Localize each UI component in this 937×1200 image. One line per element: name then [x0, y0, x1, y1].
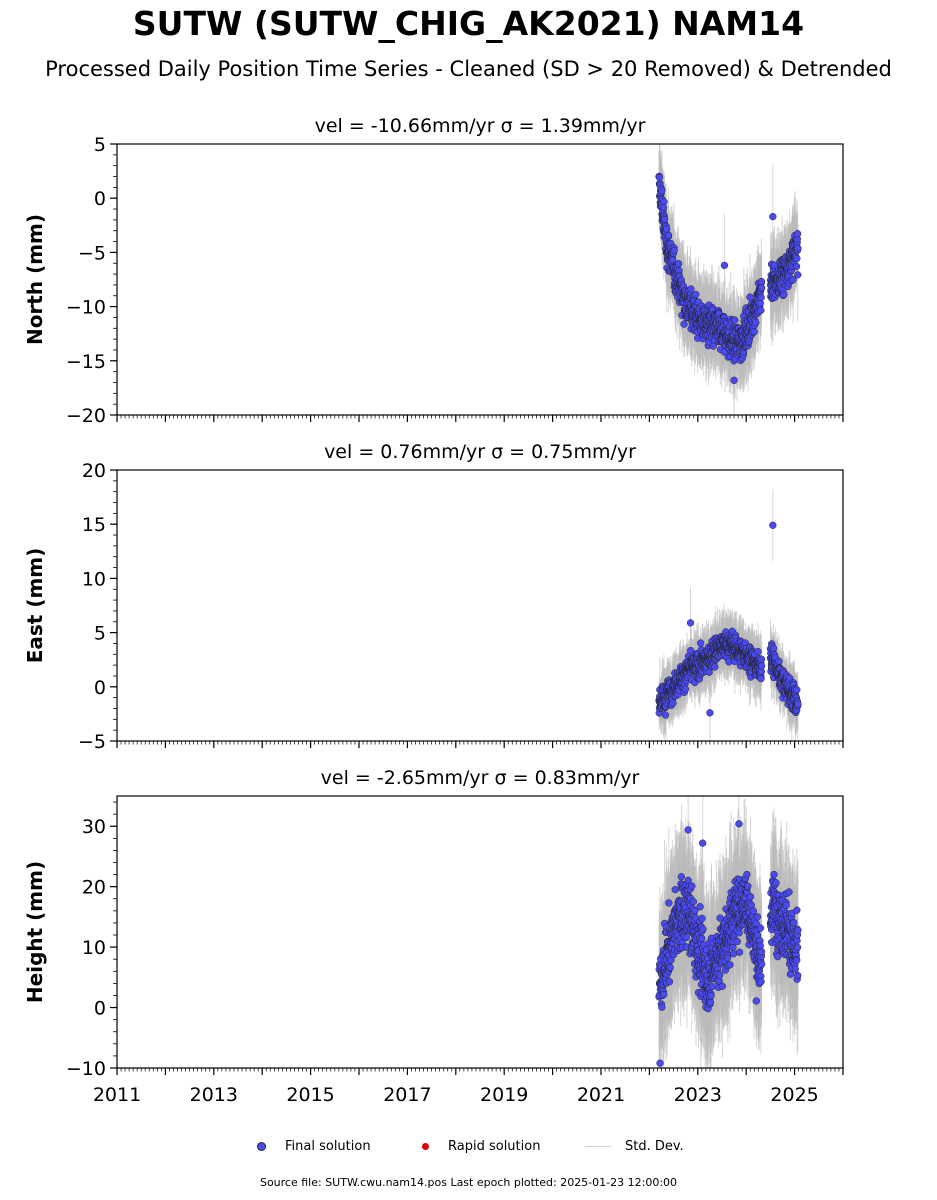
y-tick-label: 0 [94, 998, 106, 1020]
y-tick-label: −10 [66, 1058, 106, 1080]
x-ticks-east [116, 741, 844, 748]
final-solution-point [794, 700, 802, 708]
y-tick-label: 10 [82, 937, 106, 959]
x-tick-label: 2013 [190, 1084, 238, 1106]
y-tick-label: 15 [82, 514, 106, 536]
y-tick-label: 0 [94, 677, 106, 699]
final-solution-point [793, 254, 801, 263]
y-ticks-east: 20 15 10 5 0 −5 [78, 460, 117, 753]
final-solution-point [687, 285, 695, 293]
final-solution-point [757, 306, 765, 315]
final-solution-point [769, 521, 777, 529]
final-solution-point [775, 657, 783, 665]
panel-east: vel = 0.76mm/yr σ = 0.75mm/yr East (mm) 20… [23, 441, 844, 753]
y-tick-label: −5 [78, 242, 106, 264]
ylabel-east: East (mm) [23, 548, 47, 664]
panel-title-east: vel = 0.76mm/yr σ = 0.75mm/yr [324, 441, 636, 463]
final-solution-point [792, 262, 801, 271]
final-solution-point [757, 674, 765, 683]
ylabel-height: Height (mm) [23, 861, 47, 1003]
final-solution-points-north [655, 172, 802, 384]
panel-north: vel = -10.66mm/yr σ = 1.39mm/yr North (mm… [23, 115, 844, 427]
final-solution-point [730, 376, 738, 384]
x-tick-label: 2017 [383, 1084, 431, 1106]
x-tick-label: 2019 [480, 1084, 528, 1106]
plot-frame-north [116, 143, 844, 416]
page-subtitle: Processed Daily Position Time Series - C… [45, 57, 892, 81]
final-solution-point [794, 271, 802, 279]
y-tick-label: 0 [94, 188, 106, 210]
y-ticks-north: 5 0 −5 −10 −15 −20 [66, 134, 117, 427]
y-tick-label: −20 [66, 405, 106, 427]
x-ticks-north [116, 415, 844, 422]
final-solution-point [720, 261, 729, 270]
final-solution-point [660, 198, 668, 206]
final-solution-point [793, 686, 801, 694]
final-solution-point [731, 316, 739, 324]
final-solution-point [794, 244, 802, 253]
ylabel-north: North (mm) [23, 214, 47, 345]
x-tick-label: 2021 [577, 1084, 625, 1106]
final-solution-point [789, 276, 797, 284]
final-solution-point [757, 277, 766, 286]
y-tick-label: 30 [82, 816, 106, 838]
final-solution-point [686, 619, 695, 627]
final-solution-point [681, 685, 690, 693]
final-solution-point [793, 230, 802, 238]
final-solution-point [769, 644, 778, 653]
y-tick-label: 20 [82, 460, 106, 482]
final-solution-point [711, 663, 719, 671]
y-tick-label: 20 [82, 877, 106, 899]
x-ticks-height: 2011 2013 2015 2017 2019 2021 2023 2025 [93, 1068, 844, 1106]
final-solution-point [670, 246, 678, 255]
final-solution-point [674, 260, 683, 268]
final-solution-point [706, 709, 714, 717]
final-solution-point [669, 699, 677, 707]
final-solution-point [661, 711, 670, 719]
final-solution-point [769, 212, 777, 221]
panel-title-height: vel = -2.65mm/yr σ = 0.83mm/yr [321, 767, 640, 789]
page-title: SUTW (SUTW_CHIG_AK2021) NAM14 [132, 4, 805, 43]
y-tick-label: −10 [66, 297, 106, 319]
y-ticks-height: 30 20 10 0 −10 [66, 801, 117, 1080]
final-solution-point [697, 639, 705, 647]
final-solution-point [746, 293, 754, 301]
y-tick-label: 10 [82, 568, 106, 590]
x-tick-label: 2011 [93, 1084, 141, 1106]
final-solution-point [757, 293, 765, 302]
final-solution-point [752, 318, 760, 327]
final-solution-point [757, 284, 766, 292]
final-solution-point [668, 256, 677, 264]
x-tick-label: 2023 [674, 1084, 722, 1106]
std-dev-bars-east [658, 489, 799, 741]
final-solution-point [750, 328, 758, 336]
final-solution-point [662, 225, 671, 233]
x-tick-label: 2025 [770, 1084, 818, 1106]
panel-height: vel = -2.65mm/yr σ = 0.83mm/yr Height (mm… [23, 767, 844, 1106]
final-solution-point [757, 662, 766, 670]
panel-title-north: vel = -10.66mm/yr σ = 1.39mm/yr [315, 115, 646, 137]
final-solution-point [757, 655, 766, 663]
final-solution-point [780, 290, 788, 299]
final-solution-point [754, 647, 762, 656]
y-tick-label: −15 [66, 351, 106, 373]
final-solution-point [658, 186, 666, 194]
final-solution-point [664, 231, 673, 239]
y-tick-label: −5 [78, 731, 106, 753]
final-solution-point [680, 320, 688, 328]
y-tick-label: 5 [94, 623, 106, 645]
final-solution-point [692, 290, 700, 299]
plot-frame-east [116, 469, 844, 742]
x-tick-label: 2015 [286, 1084, 334, 1106]
final-solution-points-east [655, 521, 802, 719]
y-tick-label: 5 [94, 134, 106, 156]
